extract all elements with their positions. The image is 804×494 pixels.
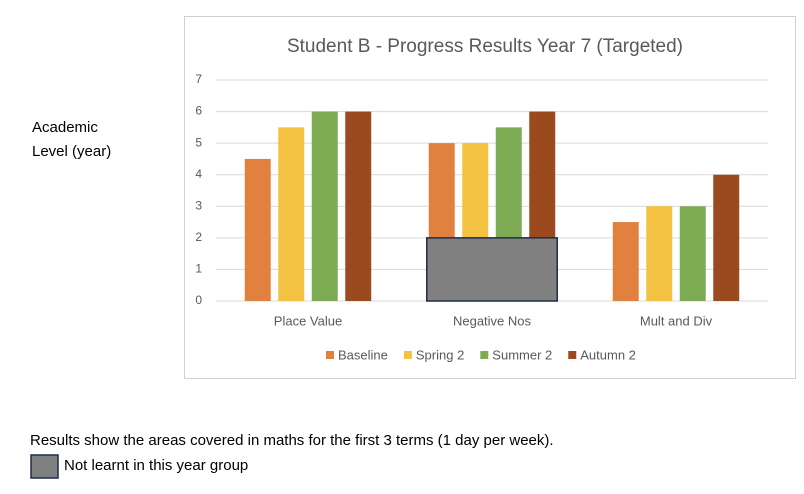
- y-tick-label: 7: [195, 72, 202, 86]
- y-tick-label: 5: [195, 135, 202, 149]
- legend-label: Summer 2: [492, 347, 552, 362]
- y-axis-label: Academic Level (year): [32, 119, 112, 160]
- bar: [679, 206, 706, 301]
- legend-swatch: [326, 351, 334, 359]
- bar: [311, 111, 338, 301]
- legend-swatch: [403, 351, 412, 359]
- chart-title: Student B - Progress Results Year 7 (Tar…: [287, 36, 683, 57]
- shaded-legend-label: Not learnt in this year group: [64, 457, 248, 474]
- y-tick-label: 6: [195, 104, 202, 118]
- legend-label: Spring 2: [416, 347, 464, 362]
- legend-swatch: [480, 351, 489, 359]
- legend-label: Baseline: [338, 347, 388, 362]
- legend-swatch: [568, 351, 577, 359]
- y-tick-label: 3: [195, 198, 202, 212]
- y-tick-label: 1: [195, 262, 202, 276]
- y-tick-label: 4: [195, 167, 202, 181]
- y-tick-label: 0: [195, 293, 202, 307]
- y-tick-label: 2: [195, 230, 202, 244]
- bar: [345, 111, 372, 301]
- bar: [612, 222, 639, 301]
- x-tick-label: Negative Nos: [453, 313, 532, 328]
- x-tick-label: Place Value: [274, 313, 342, 328]
- note: Results show the areas covered in maths …: [30, 432, 554, 449]
- shaded-region: [426, 237, 558, 302]
- legend-label: Autumn 2: [580, 347, 636, 362]
- bar: [244, 158, 271, 301]
- shaded-legend-swatch: [30, 454, 59, 479]
- bar: [646, 206, 673, 301]
- bar: [278, 127, 305, 301]
- x-tick-label: Mult and Div: [640, 313, 713, 328]
- bar: [713, 174, 740, 301]
